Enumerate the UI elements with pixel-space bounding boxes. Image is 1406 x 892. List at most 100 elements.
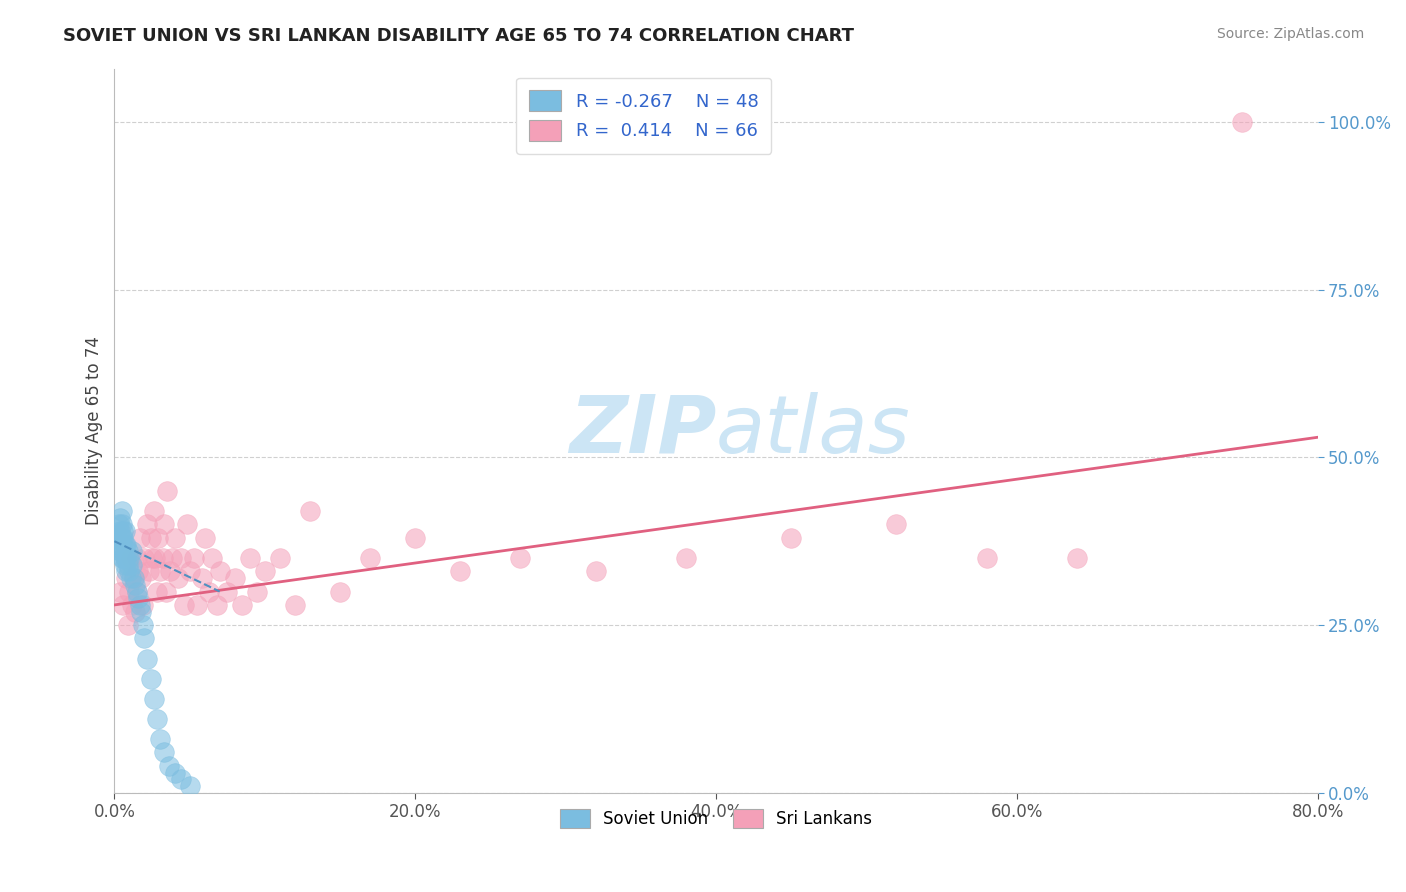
- Point: [886, 517, 908, 532]
- Point: [122, 571, 145, 585]
- Point: [117, 544, 139, 558]
- Point: [173, 598, 195, 612]
- Point: [231, 598, 253, 612]
- Point: [108, 538, 131, 552]
- Point: [145, 712, 167, 726]
- Point: [142, 504, 165, 518]
- Point: [1232, 115, 1254, 129]
- Point: [110, 584, 132, 599]
- Point: [124, 605, 146, 619]
- Point: [114, 538, 136, 552]
- Point: [152, 551, 174, 566]
- Point: [118, 565, 141, 579]
- Point: [143, 551, 166, 566]
- Point: [110, 510, 132, 524]
- Point: [329, 584, 352, 599]
- Point: [585, 565, 607, 579]
- Point: [148, 731, 170, 746]
- Point: [110, 524, 132, 538]
- Point: [159, 565, 181, 579]
- Point: [107, 531, 129, 545]
- Point: [139, 531, 162, 545]
- Point: [139, 672, 162, 686]
- Point: [198, 584, 221, 599]
- Text: SOVIET UNION VS SRI LANKAN DISABILITY AGE 65 TO 74 CORRELATION CHART: SOVIET UNION VS SRI LANKAN DISABILITY AG…: [63, 27, 855, 45]
- Point: [124, 578, 146, 592]
- Point: [129, 598, 152, 612]
- Point: [780, 531, 803, 545]
- Point: [115, 538, 138, 552]
- Point: [166, 571, 188, 585]
- Point: [145, 584, 167, 599]
- Point: [146, 531, 169, 545]
- Point: [121, 544, 143, 558]
- Point: [183, 551, 205, 566]
- Point: [1066, 551, 1088, 566]
- Point: [111, 517, 134, 532]
- Point: [217, 584, 239, 599]
- Point: [176, 517, 198, 532]
- Point: [136, 517, 159, 532]
- Point: [194, 531, 217, 545]
- Point: [114, 551, 136, 566]
- Point: [134, 632, 156, 646]
- Point: [246, 584, 269, 599]
- Point: [118, 551, 141, 566]
- Point: [675, 551, 697, 566]
- Point: [134, 551, 156, 566]
- Point: [115, 551, 138, 566]
- Point: [239, 551, 262, 566]
- Point: [121, 558, 143, 572]
- Point: [404, 531, 426, 545]
- Point: [208, 565, 231, 579]
- Point: [449, 565, 471, 579]
- Point: [129, 531, 152, 545]
- Point: [104, 531, 127, 545]
- Point: [156, 483, 179, 498]
- Point: [224, 571, 246, 585]
- Point: [127, 565, 149, 579]
- Point: [169, 772, 191, 787]
- Point: [108, 517, 131, 532]
- Point: [112, 531, 135, 545]
- Point: [117, 618, 139, 632]
- Point: [132, 618, 155, 632]
- Point: [112, 524, 135, 538]
- Point: [148, 565, 170, 579]
- Point: [205, 598, 228, 612]
- Point: [359, 551, 381, 566]
- Point: [118, 584, 141, 599]
- Point: [111, 504, 134, 518]
- Point: [155, 584, 177, 599]
- Point: [114, 558, 136, 572]
- Point: [131, 605, 153, 619]
- Point: [298, 504, 321, 518]
- Point: [163, 765, 186, 780]
- Point: [120, 571, 142, 585]
- Point: [111, 551, 134, 566]
- Point: [269, 551, 291, 566]
- Point: [179, 565, 201, 579]
- Y-axis label: Disability Age 65 to 74: Disability Age 65 to 74: [86, 336, 103, 525]
- Legend: Soviet Union, Sri Lankans: Soviet Union, Sri Lankans: [553, 803, 879, 835]
- Point: [157, 759, 180, 773]
- Point: [138, 565, 160, 579]
- Point: [115, 565, 138, 579]
- Point: [160, 551, 183, 566]
- Text: Source: ZipAtlas.com: Source: ZipAtlas.com: [1216, 27, 1364, 41]
- Point: [142, 691, 165, 706]
- Point: [169, 551, 191, 566]
- Point: [111, 531, 134, 545]
- Point: [253, 565, 276, 579]
- Point: [132, 598, 155, 612]
- Point: [112, 551, 135, 566]
- Point: [163, 531, 186, 545]
- Text: ZIP: ZIP: [568, 392, 716, 469]
- Point: [136, 651, 159, 665]
- Point: [201, 551, 224, 566]
- Point: [121, 598, 143, 612]
- Point: [115, 571, 138, 585]
- Point: [141, 551, 163, 566]
- Point: [125, 584, 148, 599]
- Point: [153, 517, 176, 532]
